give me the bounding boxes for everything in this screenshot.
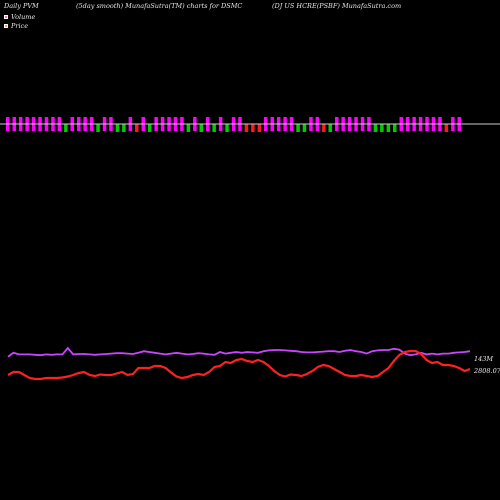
legend-volume-label: Volume [11,12,36,21]
pvm-bar [386,124,391,132]
pvm-bar [302,124,307,132]
pvm-bar [186,124,191,132]
pvm-bar [322,124,326,132]
header-left: Daily PVM [4,2,39,10]
legend: Volume Price [4,12,35,30]
pvm-bar [135,124,139,132]
pvm-bar [96,124,100,132]
volume-end-label: 143M [474,355,493,363]
volume-swatch [4,14,8,19]
pvm-bar [373,124,378,132]
pvm-bar [147,124,152,132]
legend-item-volume: Volume [4,12,35,21]
price-swatch [4,23,8,28]
pvm-bar [380,124,384,132]
chart-header: Daily PVM (5day smooth) MunafaSutra(TM) … [0,2,500,14]
pvm-bar [328,124,332,132]
price-line [7,349,471,381]
pvm-bar [212,124,216,132]
pvm-bar [444,124,449,132]
pvm-bar [257,124,262,132]
pvm-bar [244,124,249,132]
price-end-label: 2808.07 [473,367,500,375]
header-right: (DJ US HCRE(PSBF) MunafaSutra.com [272,2,402,10]
header-center: (5day smooth) MunafaSutra(TM) charts for… [76,2,243,10]
pvm-bar [251,124,255,132]
pvm-bar [225,124,229,132]
pvm-bar [115,124,120,132]
legend-item-price: Price [4,21,35,30]
pvm-bar [122,124,126,132]
legend-price-label: Price [11,21,29,30]
pvm-bar [199,124,203,132]
pvm-bar [393,124,397,132]
pvm-bar [64,124,68,132]
pvm-bar [296,124,300,132]
volume-line [7,346,471,358]
